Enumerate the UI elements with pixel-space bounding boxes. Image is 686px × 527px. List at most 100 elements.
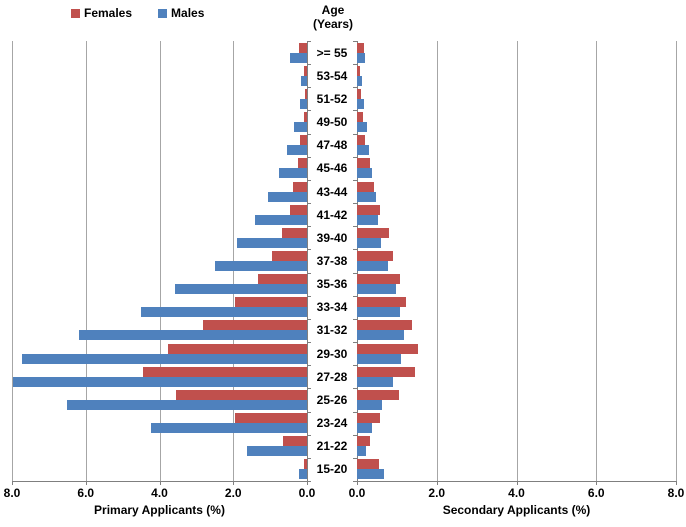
bar-females-37-38	[272, 251, 307, 262]
category-axis-tick	[353, 226, 357, 228]
bar-males-25-26	[357, 399, 383, 410]
bar-males-37-38	[214, 261, 307, 272]
age-group-label: 15-20	[316, 462, 348, 477]
bar-females-37-38	[357, 251, 393, 262]
category-axis-tick	[307, 365, 311, 367]
category-axis-tick	[307, 457, 311, 459]
age-group-label: 27-28	[316, 369, 348, 384]
bar-females-25-26	[175, 389, 307, 400]
x-axis-tick	[596, 481, 598, 485]
bar-males-43-44	[357, 191, 376, 202]
bar-females-51-52	[357, 88, 361, 99]
bar-females-53-54	[304, 65, 307, 76]
category-axis-tick	[307, 272, 311, 274]
primary-applicants-axis-title: Primary Applicants (%)	[94, 503, 225, 517]
bar-males-35-36	[174, 284, 307, 295]
bar-females-25-26	[357, 389, 399, 400]
bar-males-15-20	[299, 469, 307, 480]
category-axis-tick	[307, 133, 311, 135]
category-axis-tick	[307, 156, 311, 158]
bar-males-23-24	[151, 423, 307, 434]
category-axis-tick	[307, 249, 311, 251]
age-group-label: 31-32	[316, 323, 348, 338]
x-axis-tick	[233, 481, 235, 485]
bar-males-39-40	[236, 237, 307, 248]
bar-females-31-32	[202, 320, 307, 331]
age-group-label: >= 55	[316, 45, 348, 60]
bar-females-53-54	[357, 65, 360, 76]
bar-males-33-34	[357, 307, 401, 318]
bar-males-45-46	[357, 168, 373, 179]
x-tick-label: 0.0	[348, 486, 366, 500]
x-axis-tick	[357, 481, 358, 485]
bar-females-43-44	[292, 181, 307, 192]
bar-males-27-28	[13, 376, 307, 387]
age-group-label: 21-22	[316, 439, 348, 454]
bar-males-29-30	[22, 353, 307, 364]
bar-males-39-40	[357, 237, 381, 248]
x-tick-label: 8.0	[3, 486, 21, 500]
legend-label-males: Males	[171, 6, 205, 20]
age-axis-title-line1: Age	[321, 3, 345, 17]
bar-males-21-22	[246, 446, 307, 457]
age-group-label: 39-40	[316, 230, 348, 245]
age-group-label: 45-46	[316, 161, 348, 176]
category-axis-tick	[307, 203, 311, 205]
category-axis-tick	[307, 342, 311, 344]
bar-females-27-28	[142, 366, 307, 377]
bar-males-37-38	[357, 261, 389, 272]
bar-males-27-28	[357, 376, 393, 387]
bar-males->= 55	[357, 52, 366, 63]
bar-males-53-54	[301, 75, 307, 86]
age-group-label: 41-42	[316, 207, 348, 222]
category-axis-tick	[307, 411, 311, 413]
category-axis-tick	[353, 388, 357, 390]
legend: Females Males	[71, 6, 204, 20]
bar-females-39-40	[281, 227, 307, 238]
x-tick-label: 2.0	[428, 486, 446, 500]
category-axis-tick	[307, 295, 311, 297]
category-axis-tick	[353, 342, 357, 344]
bar-males-15-20	[357, 469, 384, 480]
bar-females-29-30	[167, 343, 307, 354]
age-group-label: 23-24	[316, 416, 348, 431]
x-tick-label: 8.0	[667, 486, 685, 500]
age-group-label: 49-50	[316, 115, 348, 130]
bar-males-49-50	[294, 122, 307, 133]
bar-females-47-48	[299, 135, 307, 146]
x-tick-label: 0.0	[298, 486, 316, 500]
category-axis-tick	[307, 64, 311, 66]
bar-females->= 55	[357, 42, 365, 53]
bar-males-23-24	[357, 423, 373, 434]
bar-females-27-28	[357, 366, 415, 377]
bar-females-31-32	[357, 320, 413, 331]
category-axis-tick	[353, 481, 357, 482]
legend-item-males: Males	[158, 6, 204, 20]
bar-females-35-36	[258, 274, 307, 285]
category-axis-tick	[353, 434, 357, 436]
age-group-label: 37-38	[316, 253, 348, 268]
gridline	[12, 41, 13, 481]
category-axis-tick	[353, 457, 357, 459]
category-axis-tick	[353, 64, 357, 66]
females-swatch-icon	[71, 8, 80, 18]
bar-females-21-22	[357, 436, 370, 447]
category-axis-tick	[353, 110, 357, 112]
category-axis-tick	[353, 411, 357, 413]
category-axis-tick	[353, 318, 357, 320]
x-axis-tick	[516, 481, 518, 485]
legend-label-females: Females	[84, 6, 133, 20]
x-axis-tick	[676, 481, 677, 485]
age-axis-title-line2: (Years)	[312, 17, 354, 31]
bar-females-43-44	[357, 181, 374, 192]
bar-females-51-52	[304, 88, 307, 99]
x-axis-tick	[436, 481, 438, 485]
age-group-label: 43-44	[316, 184, 348, 199]
age-axis-title: Age (Years)	[301, 3, 365, 31]
secondary-applicants-axis-title: Secondary Applicants (%)	[442, 503, 591, 517]
x-tick-label: 4.0	[151, 486, 168, 500]
bar-males-21-22	[357, 446, 367, 457]
category-axis-tick	[307, 179, 311, 181]
bar-females-15-20	[357, 459, 379, 470]
x-tick-label: 6.0	[587, 486, 605, 500]
